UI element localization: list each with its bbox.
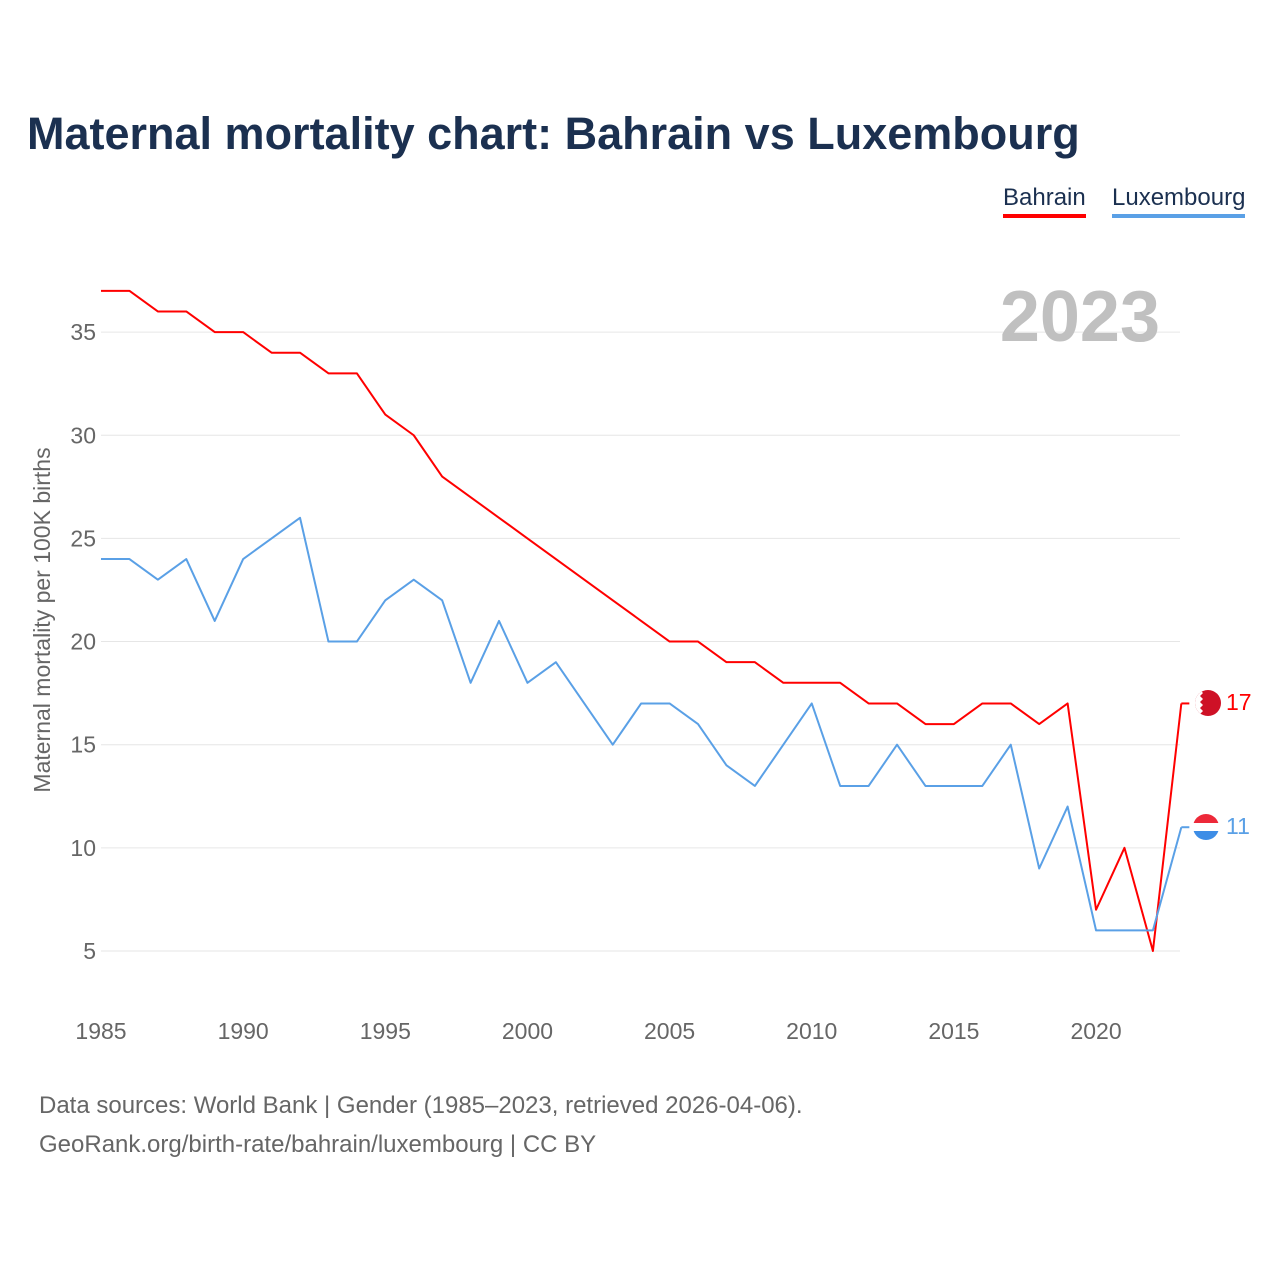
y-tick-label: 5 [83,938,96,964]
bahrain-flag-icon [1195,690,1221,716]
y-tick-label: 35 [70,319,96,345]
x-tick-label: 2000 [502,1018,553,1044]
x-tick-label: 2010 [786,1018,837,1044]
chart-title: Maternal mortality chart: Bahrain vs Lux… [27,108,1080,159]
legend-bahrain[interactable]: Bahrain [1003,184,1086,218]
y-axis-label: Maternal mortality per 100K births [29,447,55,792]
y-tick-label: 20 [70,629,96,655]
bahrain-end-label: 17 [1226,689,1252,715]
x-tick-label: 1990 [218,1018,269,1044]
y-tick-label: 25 [70,525,96,551]
x-tick-label: 2005 [644,1018,695,1044]
legend-luxembourg[interactable]: Luxembourg [1112,184,1246,218]
y-tick-label: 15 [70,732,96,758]
year-watermark: 2023 [1000,277,1160,357]
series-line-luxembourg [101,516,1183,932]
y-tick-label: 30 [70,422,96,448]
luxembourg-end-label: 11 [1226,813,1250,839]
luxembourg-flag-icon [1193,814,1219,840]
footer-link[interactable]: GeoRank.org/birth-rate/bahrain/luxembour… [39,1131,597,1158]
x-tick-label: 2020 [1070,1018,1121,1044]
y-tick-label: 10 [70,835,96,861]
footer: Data sources: World Bank | Gender (1985–… [39,1086,803,1164]
footer-source: Data sources: World Bank | Gender (1985–… [39,1092,803,1119]
x-tick-label: 2015 [928,1018,979,1044]
x-tick-label: 1985 [75,1018,126,1044]
x-tick-label: 1995 [360,1018,411,1044]
